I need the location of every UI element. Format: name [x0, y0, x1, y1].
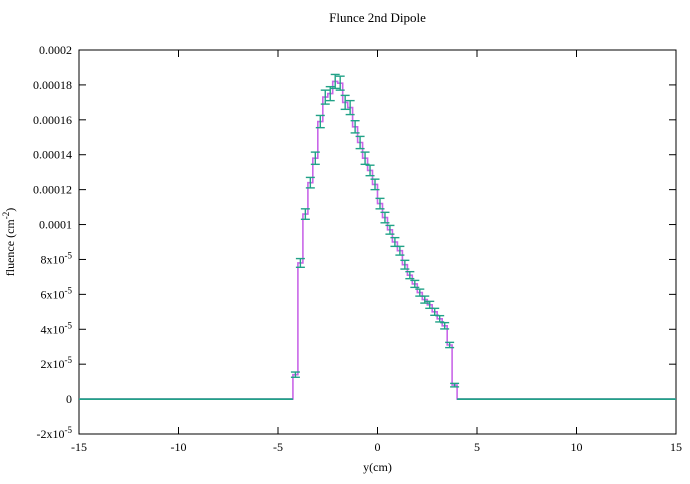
y-axis-tick-label: 0.00014: [33, 148, 72, 162]
plot-border: [78, 49, 677, 435]
x-axis-tick-label: -15: [71, 440, 87, 454]
chart-title: Flunce 2nd Dipole: [329, 10, 426, 25]
x-axis-tick-label: 15: [670, 440, 682, 454]
y-axis-tick-label: 0.0002: [39, 43, 72, 57]
y-axis-tick-label: 6x10-5: [41, 285, 73, 301]
x-axis-title: y(cm): [363, 460, 392, 474]
x-axis-tick-label: 10: [571, 440, 583, 454]
y-axis-tick-label: 0.00012: [33, 183, 72, 197]
y-axis-tick-label: 8x10-5: [41, 250, 73, 266]
y-axis-tick-label: 0.0001: [39, 218, 72, 232]
y-axis-tick-label: 4x10-5: [41, 320, 73, 336]
y-axis-tick-label: 0.00018: [33, 78, 72, 92]
x-axis-tick-label: -10: [171, 440, 187, 454]
x-axis-tick-label: -5: [273, 440, 283, 454]
y-axis-title: fluence (cm-2): [1, 208, 17, 276]
y-axis-tick-label: -2x10-5: [37, 425, 73, 441]
y-axis-tick-label: 0.00016: [33, 113, 72, 127]
x-axis-tick-label: 0: [375, 440, 381, 454]
y-axis-tick-label: 0: [66, 392, 72, 406]
histogram-step-line: [79, 80, 676, 400]
x-axis-tick-label: 5: [474, 440, 480, 454]
y-axis-tick-label: 2x10-5: [41, 355, 73, 371]
